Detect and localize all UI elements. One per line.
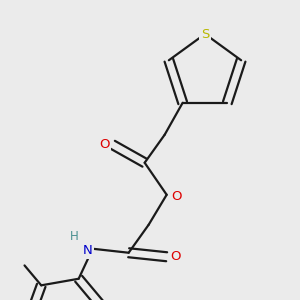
Text: N: N [83, 244, 92, 257]
Text: S: S [201, 28, 209, 40]
Text: O: O [99, 138, 110, 151]
Text: O: O [171, 190, 182, 203]
Text: H: H [70, 230, 79, 243]
Text: O: O [170, 250, 181, 263]
